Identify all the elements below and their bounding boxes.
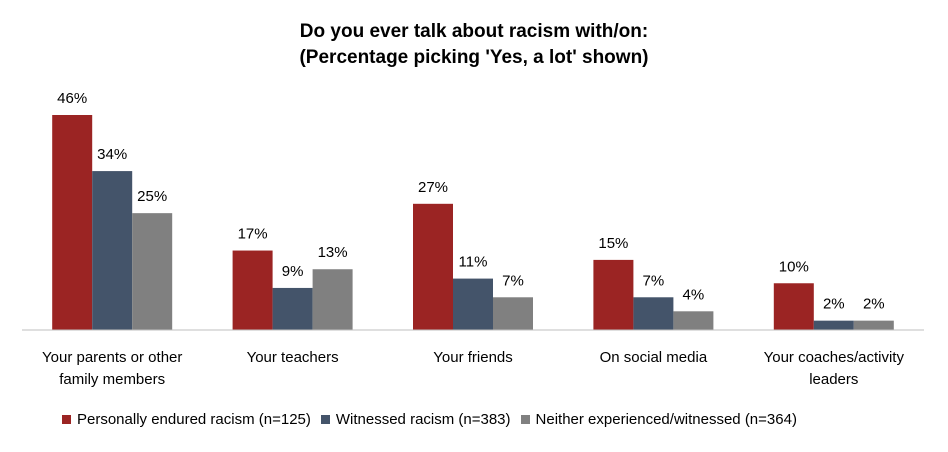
data-label: 10% <box>779 258 809 275</box>
data-label: 34% <box>97 146 127 163</box>
category-label: Your coaches/activity <box>764 349 905 366</box>
bar <box>493 297 533 330</box>
bar <box>773 283 814 330</box>
bar <box>813 320 854 330</box>
data-label: 7% <box>502 272 524 289</box>
bar <box>413 203 453 330</box>
data-label: 7% <box>643 272 665 289</box>
data-label: 9% <box>282 263 304 280</box>
data-label: 25% <box>137 188 167 205</box>
bar <box>52 115 93 330</box>
category-label: On social media <box>600 349 708 366</box>
legend-label: Personally endured racism (n=125) <box>77 411 311 428</box>
legend-item-neither: Neither experienced/witnessed (n=364) <box>520 411 797 428</box>
category-label: Your friends <box>433 349 513 366</box>
bar <box>312 269 353 330</box>
legend-item-personally-endured: Personally endured racism (n=125) <box>62 411 311 428</box>
chart-subtitle: (Percentage picking 'Yes, a lot' shown) <box>299 47 649 68</box>
bar <box>132 213 173 330</box>
bar <box>92 171 133 330</box>
legend: Personally endured racism (n=125) Witnes… <box>62 411 807 428</box>
data-label: 2% <box>863 296 885 313</box>
category-label: Your teachers <box>247 349 339 366</box>
legend-label: Witnessed racism (n=383) <box>335 411 511 428</box>
legend-item-witnessed: Witnessed racism (n=383) <box>320 411 511 428</box>
data-label: 13% <box>318 244 348 261</box>
bar <box>453 278 493 330</box>
category-label: leaders <box>809 371 858 388</box>
legend-swatch <box>62 415 71 424</box>
data-label: 4% <box>683 286 705 303</box>
category-label: family members <box>59 371 165 388</box>
category-label: Your parents or other <box>42 349 182 366</box>
data-label: 15% <box>598 235 628 252</box>
legend-label: Neither experienced/witnessed (n=364) <box>535 411 797 428</box>
legend-swatch <box>520 415 530 424</box>
data-label: 17% <box>238 226 268 243</box>
data-label: 11% <box>459 254 488 271</box>
bar <box>272 287 313 330</box>
data-label: 27% <box>418 179 448 196</box>
bar-chart: 46% 34% 25% Your parents or other family mem… <box>22 90 924 388</box>
data-label: 46% <box>57 90 87 107</box>
data-label: 2% <box>823 296 845 313</box>
bar <box>633 297 674 330</box>
bar <box>232 250 273 330</box>
bar <box>853 320 894 330</box>
legend-swatch <box>320 415 330 424</box>
chart-title: Do you ever talk about racism with/on: <box>299 21 649 42</box>
bar <box>593 259 634 330</box>
bar <box>673 311 714 330</box>
